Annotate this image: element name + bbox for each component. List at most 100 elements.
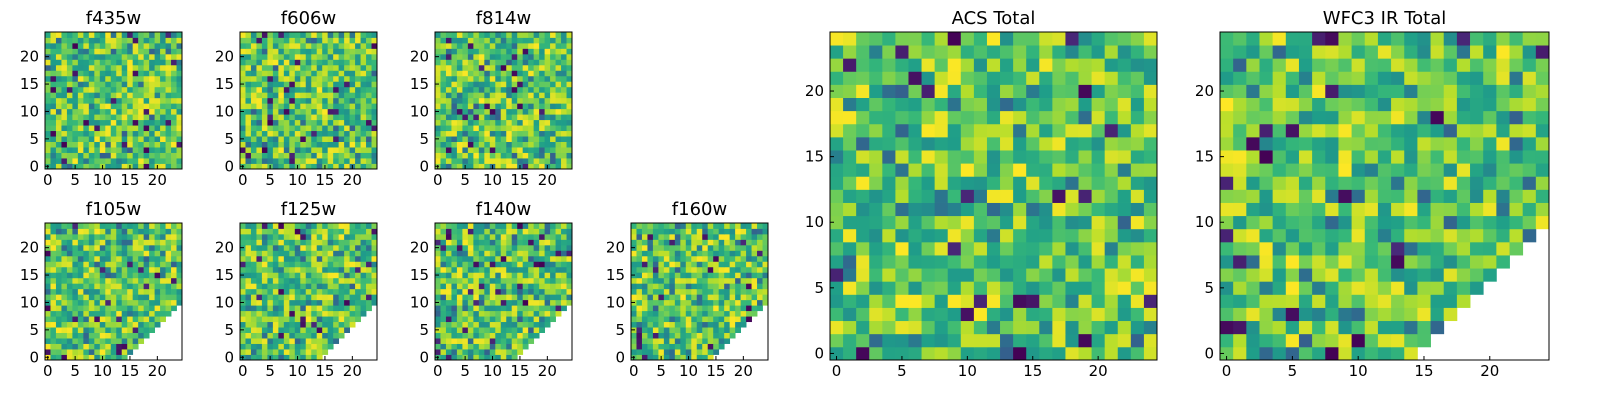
heatmap-cell bbox=[1078, 294, 1092, 308]
heatmap-cell bbox=[154, 136, 161, 142]
heatmap-cell bbox=[72, 332, 79, 339]
heatmap-cell bbox=[489, 294, 496, 301]
heatmap-cell bbox=[473, 277, 480, 284]
heatmap-cell bbox=[72, 136, 79, 142]
heatmap-cell bbox=[171, 92, 177, 99]
heatmap-cell bbox=[289, 158, 296, 164]
heatmap-cell bbox=[456, 261, 463, 268]
heatmap-cell bbox=[294, 75, 301, 82]
heatmap-cell bbox=[451, 130, 458, 137]
heatmap-cell bbox=[473, 316, 480, 323]
heatmap-cell bbox=[171, 48, 177, 55]
heatmap-cell bbox=[344, 223, 350, 229]
heatmap-cell bbox=[702, 266, 709, 273]
heatmap-cell bbox=[462, 152, 469, 159]
heatmap-cell bbox=[511, 64, 518, 71]
heatmap-cell bbox=[338, 103, 345, 110]
heatmap-cell bbox=[116, 244, 123, 251]
heatmap-cell bbox=[522, 152, 529, 159]
heatmap-cell bbox=[539, 37, 545, 44]
heatmap-cell bbox=[462, 37, 469, 44]
heatmap-cell bbox=[561, 239, 567, 246]
heatmap-cell bbox=[116, 163, 123, 170]
heatmap-cell bbox=[555, 119, 562, 126]
heatmap-cell bbox=[245, 92, 252, 99]
heatmap-cell bbox=[636, 338, 643, 344]
heatmap-cell bbox=[143, 316, 150, 323]
heatmap-cell bbox=[647, 338, 654, 344]
heatmap-cell bbox=[1104, 136, 1119, 151]
heatmap-cell bbox=[366, 108, 372, 115]
heatmap-cell bbox=[685, 233, 692, 240]
heatmap-cell bbox=[561, 288, 567, 295]
heatmap-cell bbox=[240, 277, 246, 284]
heatmap-cell bbox=[261, 163, 268, 170]
heatmap-cell bbox=[522, 255, 529, 262]
heatmap-cell bbox=[517, 305, 524, 312]
heatmap-cell bbox=[99, 338, 106, 344]
heatmap-cell bbox=[636, 228, 643, 235]
heatmap-cell bbox=[506, 75, 513, 82]
heatmap-cell bbox=[305, 152, 312, 159]
heatmap-cell bbox=[669, 354, 676, 361]
heatmap-cell bbox=[66, 228, 73, 235]
heatmap-cell bbox=[960, 150, 975, 164]
heatmap-cell bbox=[724, 239, 731, 246]
heatmap-cell bbox=[555, 42, 562, 49]
heatmap-cell bbox=[484, 299, 491, 306]
heatmap-cell bbox=[467, 70, 474, 77]
x-tick-label: 0 bbox=[43, 362, 53, 380]
heatmap-cell bbox=[462, 32, 469, 38]
heatmap-cell bbox=[658, 244, 665, 251]
heatmap-cell bbox=[88, 354, 95, 361]
heatmap-cell bbox=[539, 48, 545, 55]
heatmap-cell bbox=[272, 354, 279, 361]
heatmap-cell bbox=[735, 321, 741, 328]
heatmap-cell bbox=[641, 321, 648, 328]
heatmap-cell bbox=[489, 158, 496, 164]
heatmap-cell bbox=[327, 294, 334, 301]
heatmap-cell bbox=[77, 294, 84, 301]
heatmap-cell bbox=[669, 310, 676, 317]
heatmap-cell bbox=[283, 288, 290, 295]
heatmap-cell bbox=[696, 266, 703, 273]
heatmap-cell bbox=[830, 228, 844, 243]
heatmap-cell bbox=[1013, 320, 1027, 335]
heatmap-cell bbox=[50, 305, 57, 312]
heatmap-cell bbox=[300, 64, 307, 71]
heatmap-cell bbox=[522, 283, 529, 290]
heatmap-cell bbox=[1000, 45, 1014, 59]
heatmap-cell bbox=[1130, 228, 1145, 243]
heatmap-cell bbox=[250, 261, 257, 268]
heatmap-cell bbox=[311, 288, 318, 295]
heatmap-cell bbox=[344, 147, 350, 153]
heatmap-cell bbox=[316, 310, 323, 317]
x-tick-label: 5 bbox=[897, 362, 907, 380]
heatmap-cell bbox=[1039, 255, 1053, 269]
heatmap-cell bbox=[99, 147, 106, 153]
heatmap-cell bbox=[250, 305, 257, 312]
heatmap-cell bbox=[94, 250, 101, 257]
heatmap-cell bbox=[94, 316, 101, 323]
heatmap-cell bbox=[895, 71, 909, 85]
heatmap-cell bbox=[327, 48, 334, 55]
heatmap-cell bbox=[338, 97, 345, 104]
heatmap-cell bbox=[267, 92, 274, 99]
heatmap-cell bbox=[327, 97, 334, 104]
heatmap-cell bbox=[757, 272, 763, 279]
heatmap-cell bbox=[61, 119, 68, 126]
heatmap-cell bbox=[160, 266, 166, 273]
heatmap-cell bbox=[99, 299, 106, 306]
heatmap-cell bbox=[55, 250, 62, 257]
heatmap-cell bbox=[921, 333, 936, 348]
heatmap-cell bbox=[311, 97, 318, 104]
heatmap-cell bbox=[61, 125, 68, 132]
heatmap-cell bbox=[658, 272, 665, 279]
heatmap-cell bbox=[349, 255, 356, 262]
heatmap-cell bbox=[278, 163, 285, 170]
heatmap-cell bbox=[176, 130, 183, 137]
heatmap-cell bbox=[99, 327, 106, 333]
heatmap-cell bbox=[138, 332, 145, 339]
heatmap-cell bbox=[533, 152, 540, 159]
y-tick-label: 10 bbox=[20, 102, 39, 120]
